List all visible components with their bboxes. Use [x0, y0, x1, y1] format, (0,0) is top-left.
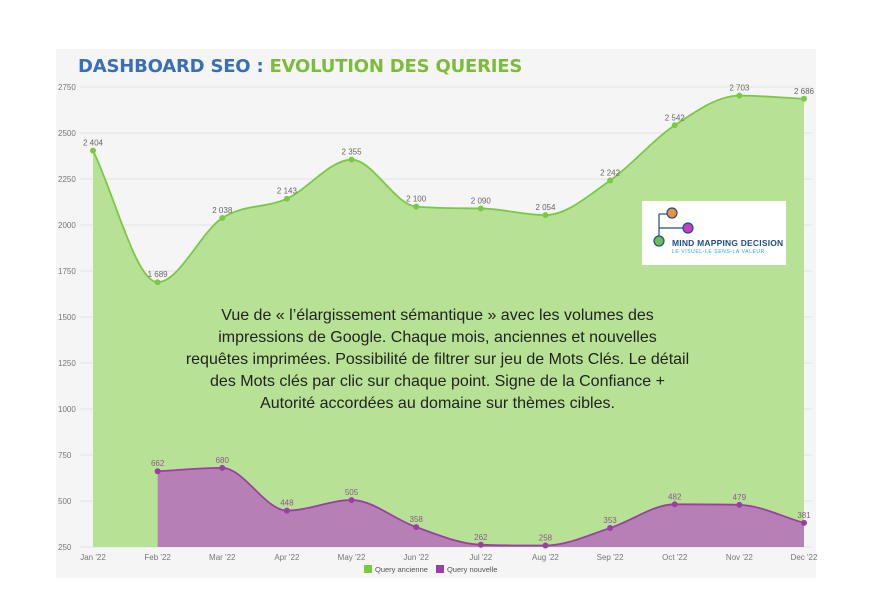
data-point-ancienne [607, 177, 614, 184]
y-tick-label: 250 [58, 543, 72, 552]
y-tick-label: 1500 [58, 313, 76, 322]
data-point-ancienne [801, 95, 807, 102]
x-tick-label: Mar '22 [209, 553, 236, 562]
area-series [93, 95, 805, 547]
x-tick-label: Feb '22 [144, 553, 171, 562]
legend-swatch-ancienne [364, 565, 372, 573]
y-tick-label: 500 [58, 497, 72, 506]
data-label-nouvelle: 482 [668, 492, 682, 501]
data-label-ancienne: 2 143 [277, 187, 298, 196]
y-tick-label: 2500 [58, 129, 76, 138]
legend-item-nouvelle[interactable]: Query nouvelle [435, 564, 498, 574]
x-tick-label: Oct '22 [662, 553, 688, 562]
data-point-ancienne [413, 203, 420, 210]
data-label-ancienne: 2 038 [212, 206, 233, 215]
legend-swatch-nouvelle [435, 565, 444, 573]
data-label-ancienne: 2 686 [794, 87, 815, 96]
logo-name: MIND MAPPING DECISION [672, 238, 784, 248]
data-point-nouvelle [154, 468, 161, 475]
data-point-ancienne [283, 195, 290, 202]
chart-legend: Query ancienne Query nouvelle [364, 563, 505, 575]
x-tick-label: Jun '22 [403, 553, 429, 562]
mind-mapping-logo: MIND MAPPING DECISION LE VISUEL-LE SENS-… [642, 201, 786, 265]
y-tick-label: 1250 [58, 359, 76, 368]
data-label-nouvelle: 358 [410, 515, 424, 524]
data-label-nouvelle: 448 [280, 499, 294, 508]
y-axis-ticks: 250 500 750 1000 1250 1500 1750 2000 2250 2500 275… [58, 83, 76, 552]
y-tick-label: 1000 [58, 405, 76, 414]
data-point-nouvelle [671, 501, 678, 508]
data-point-ancienne [219, 215, 226, 222]
data-point-ancienne [348, 156, 355, 163]
data-label-nouvelle: 381 [797, 511, 811, 520]
data-point-nouvelle [219, 464, 226, 471]
data-label-nouvelle: 479 [733, 493, 747, 502]
data-point-ancienne [477, 205, 484, 212]
data-label-nouvelle: 680 [216, 456, 230, 465]
legend-label-nouvelle: Query nouvelle [446, 564, 498, 574]
data-label-ancienne: 2 090 [471, 196, 492, 205]
data-label-ancienne: 2 100 [406, 195, 427, 204]
data-point-ancienne [671, 122, 678, 129]
y-tick-label: 2750 [58, 83, 76, 92]
legend-item-ancienne[interactable]: Query ancienne [364, 565, 428, 574]
data-label-nouvelle: 262 [474, 533, 488, 542]
data-label-ancienne: 2 703 [729, 84, 750, 93]
logo-tagline: LE VISUEL-LE SENS-LA VALEUR [672, 249, 765, 255]
data-label-ancienne: 2 355 [342, 148, 363, 157]
data-label-nouvelle: 258 [539, 534, 553, 543]
y-tick-label: 1750 [58, 267, 76, 276]
data-point-nouvelle [283, 507, 290, 514]
chart-title: DASHBOARD SEO : EVOLUTION DES QUERIES [78, 56, 522, 77]
title-part-dashboard: DASHBOARD SEO [78, 56, 251, 77]
data-point-nouvelle [413, 524, 420, 531]
data-point-nouvelle [542, 542, 549, 549]
chart-annotation: Vue de « l’élargissement sémantique » av… [185, 307, 690, 412]
x-axis-ticks: Jan '22 Feb '22 Mar '22 Apr '22 May '22 Jun '… [80, 553, 818, 562]
title-part-evolution: EVOLUTION DES QUERIES [269, 56, 523, 77]
data-point-ancienne [154, 279, 161, 286]
data-points [90, 92, 807, 549]
data-label-ancienne: 2 242 [600, 168, 621, 177]
area-nouvelle [157, 467, 805, 547]
data-point-nouvelle [477, 541, 484, 548]
data-point-nouvelle [801, 519, 807, 526]
data-label-ancienne: 2 054 [535, 203, 556, 212]
x-tick-label: Apr '22 [274, 553, 300, 562]
x-tick-label: May '22 [338, 553, 366, 562]
data-label-nouvelle: 353 [603, 516, 617, 525]
y-tick-label: 750 [58, 451, 72, 460]
x-tick-label: Aug '22 [532, 553, 559, 562]
x-tick-label: Jul '22 [469, 553, 492, 562]
x-tick-label: Sep '22 [597, 553, 624, 562]
title-separator: : [250, 56, 270, 77]
data-label-ancienne: 1 689 [148, 270, 169, 279]
area-ancienne [93, 95, 804, 547]
data-point-ancienne [736, 92, 743, 99]
data-point-nouvelle [607, 525, 614, 532]
legend-label-ancienne: Query ancienne [375, 564, 428, 574]
y-tick-label: 2250 [58, 175, 76, 184]
x-tick-label: Nov '22 [726, 553, 753, 562]
data-label-ancienne: 2 542 [665, 113, 686, 122]
data-label-ancienne: 2 404 [83, 139, 104, 148]
y-tick-label: 2000 [58, 221, 76, 230]
data-label-nouvelle: 505 [345, 488, 359, 497]
data-point-nouvelle [736, 501, 743, 508]
data-point-ancienne [90, 147, 96, 154]
data-point-ancienne [542, 212, 549, 219]
data-labels: 2 404 1 689 2 038 2 143 2 355 2 100 2 090 2 054… [83, 84, 815, 543]
mind-map-icon [653, 207, 694, 247]
x-tick-label: Jan '22 [80, 553, 106, 562]
x-tick-label: Dec '22 [791, 553, 818, 562]
data-point-nouvelle [348, 497, 355, 504]
data-label-nouvelle: 662 [151, 459, 165, 468]
